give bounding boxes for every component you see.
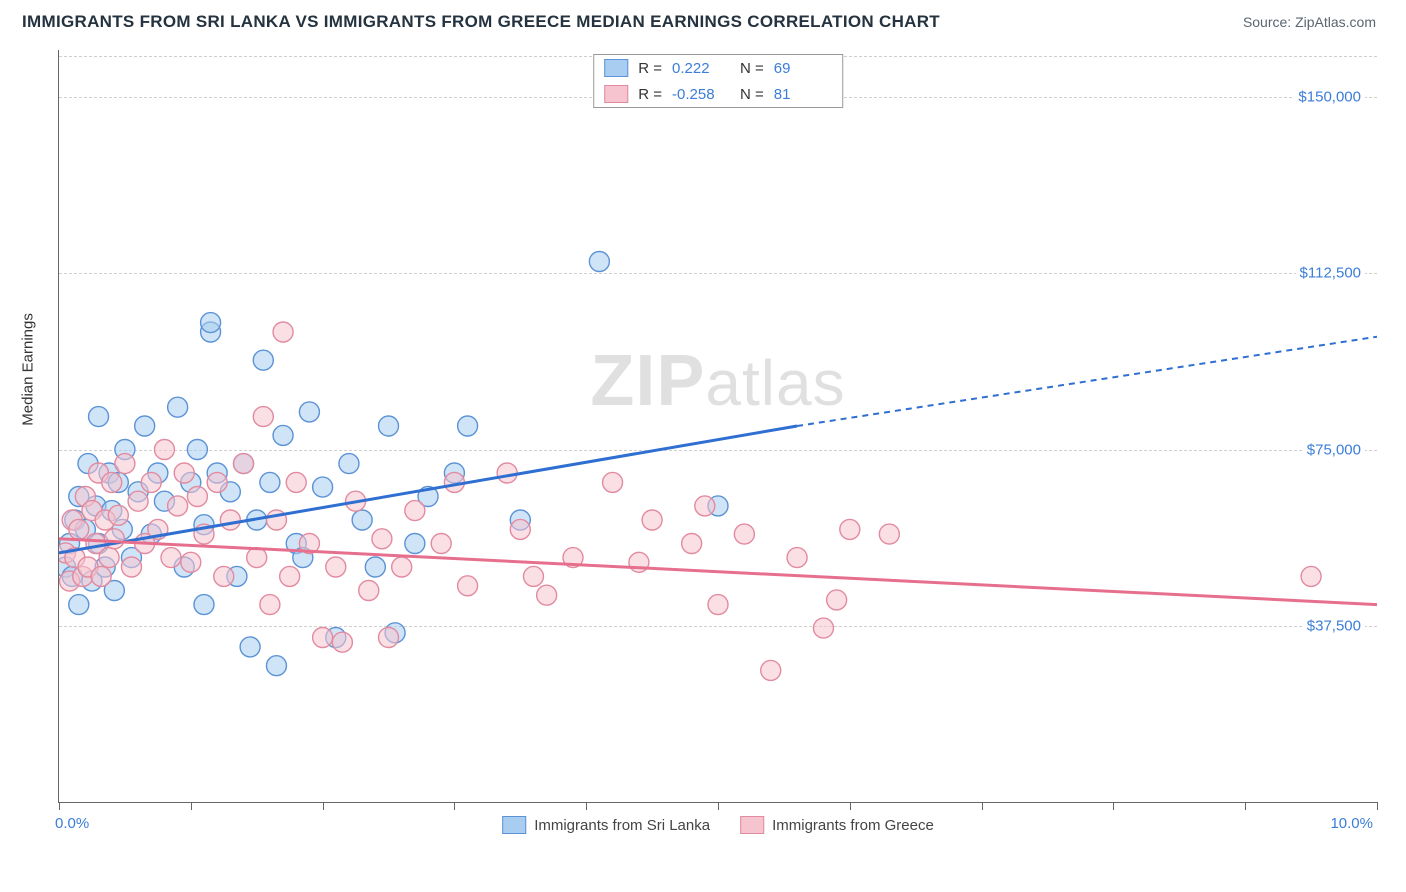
- series-legend-label: Immigrants from Sri Lanka: [534, 817, 710, 834]
- x-tick: [1245, 802, 1246, 810]
- n-label: N =: [740, 60, 764, 77]
- r-label: R =: [638, 60, 662, 77]
- x-tick: [982, 802, 983, 810]
- legend-swatch: [604, 59, 628, 77]
- correlation-legend: R = 0.222 N = 69 R = -0.258 N = 81: [593, 54, 843, 108]
- r-value: 0.222: [672, 60, 730, 77]
- plot-region: ZIPatlas $37,500$75,000$112,500$150,0000…: [58, 50, 1377, 803]
- y-axis-label: Median Earnings: [20, 313, 37, 426]
- legend-swatch: [740, 816, 764, 834]
- r-value: -0.258: [672, 86, 730, 103]
- x-axis-start-label: 0.0%: [55, 815, 89, 832]
- series-legend: Immigrants from Sri Lanka Immigrants from…: [502, 816, 934, 834]
- scatter-svg: [59, 50, 1377, 802]
- n-value: 69: [774, 60, 832, 77]
- x-tick: [191, 802, 192, 810]
- r-label: R =: [638, 86, 662, 103]
- x-tick: [586, 802, 587, 810]
- series-legend-label: Immigrants from Greece: [772, 817, 934, 834]
- x-tick: [59, 802, 60, 810]
- legend-swatch: [502, 816, 526, 834]
- legend-swatch: [604, 85, 628, 103]
- series-legend-item: Immigrants from Sri Lanka: [502, 816, 710, 834]
- correlation-legend-row: R = -0.258 N = 81: [594, 81, 842, 107]
- correlation-legend-row: R = 0.222 N = 69: [594, 55, 842, 81]
- series-legend-item: Immigrants from Greece: [740, 816, 934, 834]
- chart-area: Median Earnings ZIPatlas $37,500$75,000$…: [38, 50, 1386, 852]
- source-label: Source: ZipAtlas.com: [1243, 14, 1376, 30]
- x-tick: [718, 802, 719, 810]
- x-tick: [1377, 802, 1378, 810]
- n-value: 81: [774, 86, 832, 103]
- n-label: N =: [740, 86, 764, 103]
- chart-title: IMMIGRANTS FROM SRI LANKA VS IMMIGRANTS …: [22, 12, 940, 32]
- x-tick: [454, 802, 455, 810]
- x-axis-end-label: 10.0%: [1330, 815, 1373, 832]
- x-tick: [850, 802, 851, 810]
- x-tick: [1113, 802, 1114, 810]
- x-tick: [323, 802, 324, 810]
